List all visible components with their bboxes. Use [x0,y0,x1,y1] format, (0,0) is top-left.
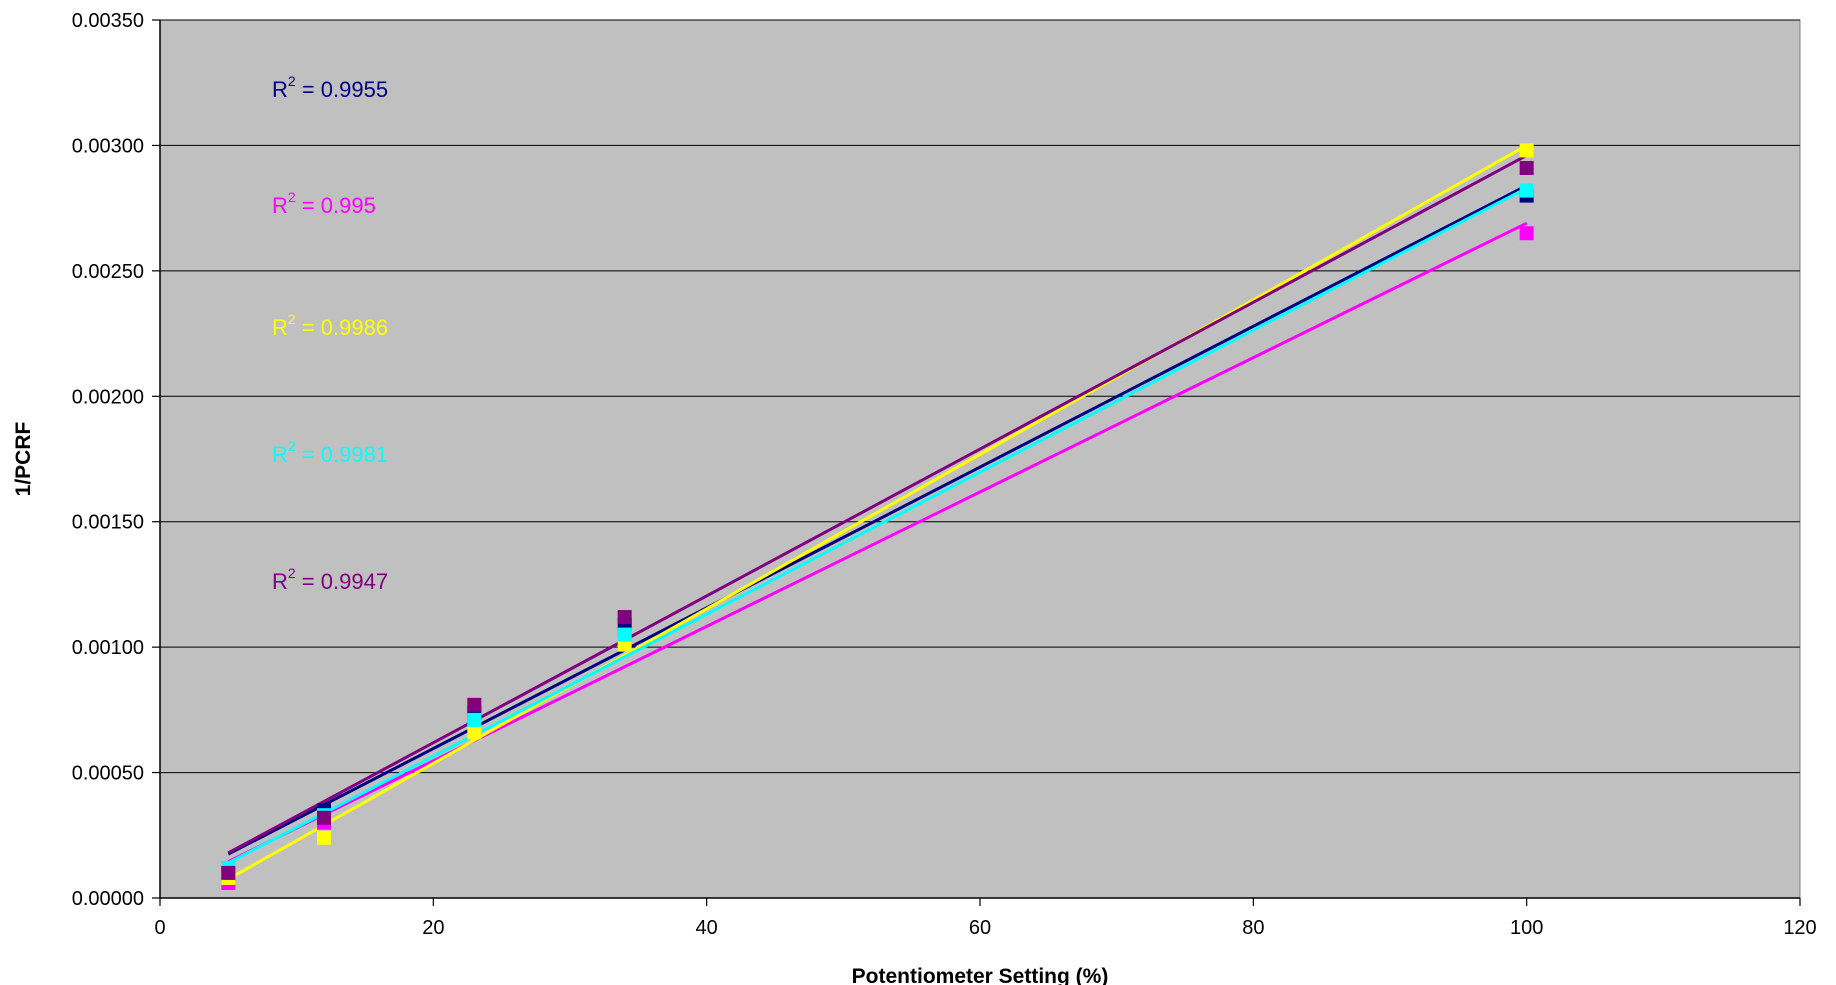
data-point [467,725,482,740]
trendline [227,144,1528,881]
data-point [317,810,331,825]
trendline [227,186,1528,865]
plot-area [159,19,1801,899]
r-squared-value: = 0.9981 [296,442,388,467]
axes: 0.00000 0.00050 0.00100 0.00150 0.00200 0.002… [72,10,1817,939]
r-squared-value: = 0.9986 [296,315,388,340]
data-point [221,865,236,880]
r-squared-label: R2 = 0.9986 [272,311,388,340]
y-tick-label: 0.00150 [72,512,144,534]
x-tick-label: 40 [696,917,718,939]
x-tick-label: 80 [1242,917,1264,939]
data-point [1519,143,1534,158]
x-axis-title: Potentiometer Setting (%) [852,965,1109,985]
y-tick-label: 0.00250 [72,261,144,283]
r-squared-exponent: 2 [288,438,296,454]
r-squared-label: R2 = 0.9981 [272,438,388,467]
y-tick-label: 0.00200 [72,386,144,408]
r-squared-exponent: 2 [288,311,296,327]
y-tick-label: 0.00300 [72,135,144,157]
data-point [617,627,632,642]
r-squared-exponent: 2 [288,73,296,89]
data-point [617,610,632,625]
r-squared-symbol: R [272,315,288,340]
data-point [467,697,482,712]
x-tick-label: 0 [154,917,165,939]
r-squared-label: R2 = 0.995 [272,189,376,218]
data-points [221,143,1534,890]
r-squared-symbol: R [272,193,288,218]
x-tick-label: 100 [1510,917,1543,939]
y-tick-label: 0.00100 [72,637,144,659]
r-squared-label: R2 = 0.9947 [272,565,388,594]
r-squared-exponent: 2 [288,189,296,205]
r-squared-label: R2 = 0.9955 [272,73,388,102]
trendline [227,184,1528,856]
data-point [1519,183,1534,198]
r-squared-value: = 0.9955 [296,77,388,102]
y-tick-label: 0.00000 [72,888,144,910]
r-squared-value: = 0.995 [296,193,376,218]
r-squared-symbol: R [272,442,288,467]
trendline [227,154,1528,855]
x-tick-label: 60 [969,917,991,939]
r-squared-symbol: R [272,569,288,594]
data-point [467,712,482,727]
data-point [1519,161,1534,176]
gridlines [160,19,1800,774]
r-squared-value: = 0.9947 [296,569,388,594]
x-tick-label: 20 [422,917,444,939]
data-point [1519,226,1534,241]
y-axis-title: 1/PCRF [12,421,35,496]
r-squared-exponent: 2 [288,565,296,581]
data-point [317,830,331,845]
y-tick-label: 0.00350 [72,10,144,32]
x-tick-label: 120 [1783,917,1816,939]
y-tick-label: 0.00050 [72,763,144,785]
r-squared-symbol: R [272,77,288,102]
trendlines [227,144,1528,881]
